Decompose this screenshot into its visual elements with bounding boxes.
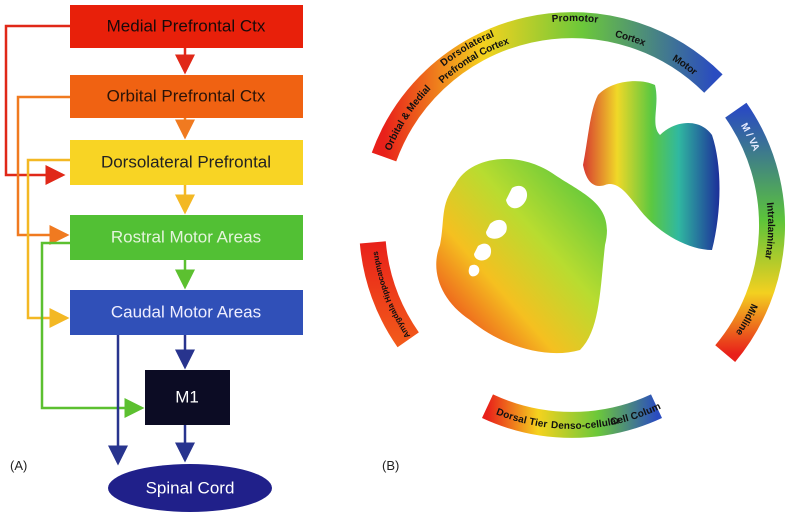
- arc-label: Promotor: [551, 13, 599, 26]
- box-label: Medial Prefrontal Ctx: [107, 16, 266, 35]
- hole: [468, 264, 480, 277]
- ellipse: [108, 464, 272, 512]
- box: [70, 5, 303, 48]
- hole: [486, 219, 507, 239]
- arc-label-text: Intralaminar: [762, 202, 776, 260]
- box: [145, 370, 230, 425]
- arc-label: Intralaminar: [762, 202, 776, 260]
- box: [70, 215, 303, 260]
- panel-label: (A): [10, 458, 27, 473]
- box-label: Dorsolateral Prefrontal: [101, 152, 271, 171]
- arc-label-text: Promotor: [551, 13, 599, 26]
- box: [70, 75, 303, 118]
- arrow: [4, 24, 70, 185]
- box-label: Spinal Cord: [146, 478, 235, 497]
- box: [70, 290, 303, 335]
- striatum-cortex-map: [436, 158, 607, 354]
- box-label: M1: [175, 387, 199, 406]
- arrow: [26, 158, 70, 328]
- box-label: Orbital Prefrontal Ctx: [107, 86, 266, 105]
- thalamus-map: [583, 81, 720, 250]
- box-label: Caudal Motor Areas: [111, 302, 261, 321]
- connections: [4, 24, 195, 466]
- panel-label: (B): [382, 458, 399, 473]
- hole: [474, 243, 492, 261]
- hole: [506, 185, 528, 209]
- arrow: [16, 95, 70, 245]
- box-label: Rostral Motor Areas: [111, 227, 261, 246]
- arrow: [40, 241, 145, 418]
- box: [70, 140, 303, 185]
